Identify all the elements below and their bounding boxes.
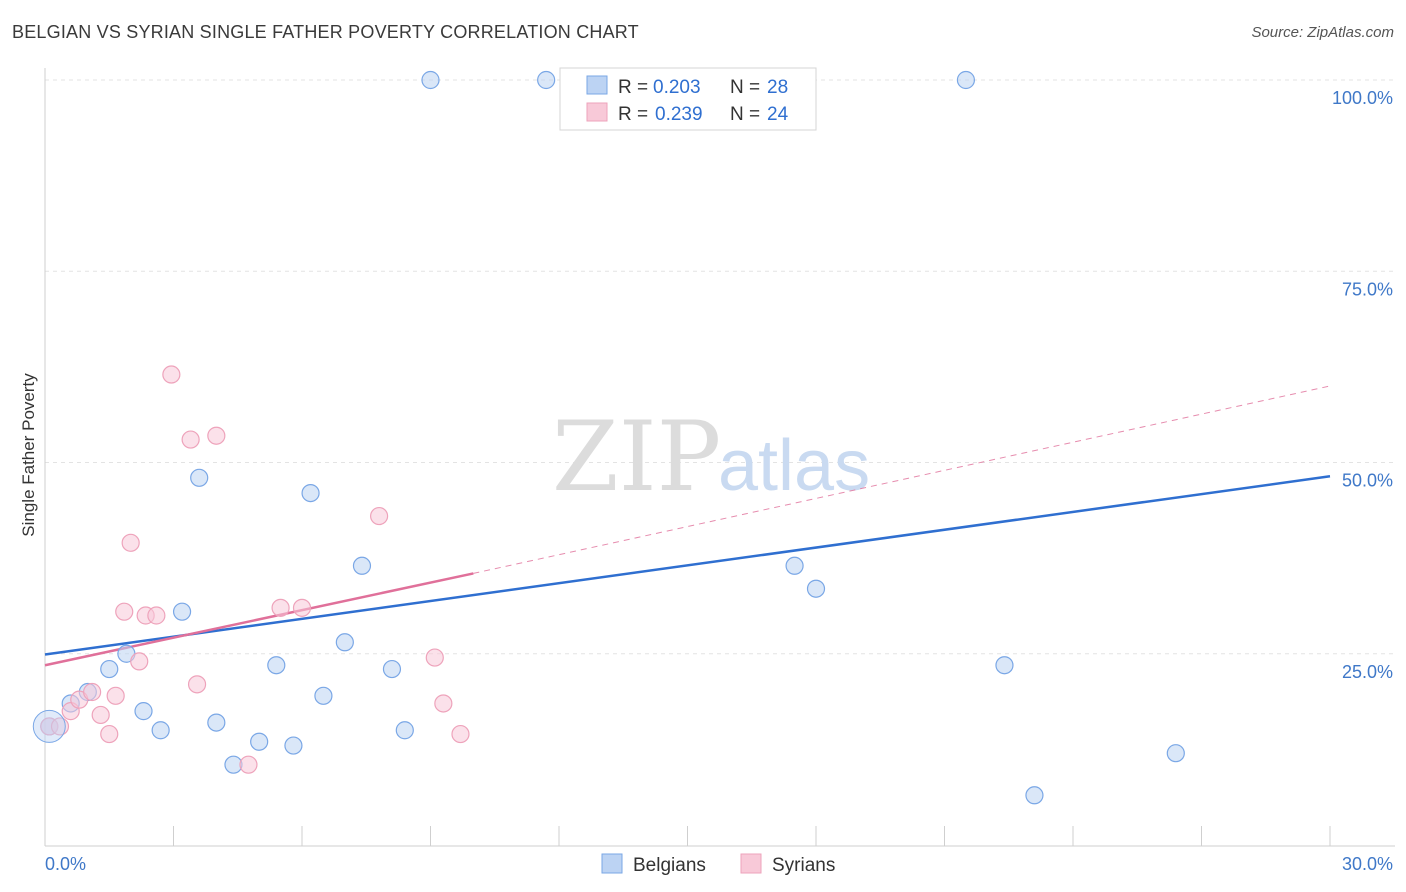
data-point-syrians — [207, 426, 226, 445]
data-point-belgians — [172, 602, 192, 621]
y-tick-labels: 25.0% 50.0% 75.0% 100.0% — [1332, 88, 1393, 682]
trend-lines — [44, 385, 1331, 667]
trend-line-syrians — [44, 572, 474, 667]
data-point-syrians — [100, 724, 119, 744]
data-point-belgians — [785, 556, 804, 575]
data-points — [32, 70, 1185, 805]
data-point-syrians — [434, 694, 453, 713]
data-point-syrians — [271, 598, 290, 617]
y-tick-label: 100.0% — [1332, 88, 1393, 108]
trend-line-belgians — [44, 475, 1331, 656]
data-point-syrians — [292, 598, 312, 617]
data-point-belgians — [267, 656, 286, 675]
chart-source: Source: ZipAtlas.com — [1251, 24, 1394, 41]
data-point-belgians — [335, 633, 354, 652]
watermark-zip: ZIP — [552, 401, 721, 513]
y-axis-label: Single Father Poverty — [19, 373, 38, 537]
series-legend: Belgians Syrians — [601, 853, 835, 876]
x-tick-labels: 0.0% 30.0% — [45, 854, 1393, 874]
y-tick-label: 75.0% — [1342, 279, 1393, 299]
x-tick-label: 0.0% — [45, 854, 86, 874]
data-point-syrians — [370, 506, 389, 526]
data-point-belgians — [314, 686, 333, 705]
watermark: ZIP atlas — [552, 401, 870, 513]
data-point-syrians — [147, 606, 166, 625]
data-point-belgians — [382, 659, 402, 679]
data-point-syrians — [106, 686, 125, 705]
data-point-syrians — [451, 724, 470, 744]
legend-r-label-syrians: R = — [618, 104, 648, 125]
data-point-belgians — [250, 732, 269, 751]
data-point-belgians — [1166, 744, 1185, 763]
data-point-syrians — [239, 755, 258, 774]
trend-extension-syrians — [473, 385, 1331, 574]
data-point-syrians — [181, 430, 200, 449]
data-point-belgians — [352, 556, 372, 575]
legend-r-value-belgians: 0.203 — [653, 77, 701, 98]
y-tick-label: 50.0% — [1342, 471, 1393, 491]
data-point-belgians — [207, 713, 226, 732]
axes — [44, 68, 1395, 847]
data-point-syrians — [121, 533, 140, 552]
data-point-belgians — [537, 70, 556, 90]
legend-n-value-belgians: 28 — [767, 77, 788, 98]
y-tick-label: 25.0% — [1342, 662, 1393, 682]
data-point-belgians — [806, 579, 826, 598]
data-point-syrians — [83, 682, 102, 702]
data-point-belgians — [995, 656, 1014, 675]
data-point-belgians — [956, 70, 976, 90]
chart-title: BELGIAN VS SYRIAN SINGLE FATHER POVERTY … — [12, 22, 639, 42]
data-point-belgians — [284, 736, 303, 755]
grid-lines — [45, 79, 1395, 655]
data-point-syrians — [162, 365, 181, 384]
data-point-belgians — [421, 70, 440, 90]
data-point-belgians — [100, 659, 119, 679]
series-legend-label-belgians: Belgians — [633, 855, 706, 876]
watermark-atlas: atlas — [718, 426, 870, 506]
legend-swatch-syrians — [586, 102, 608, 122]
data-point-syrians — [425, 648, 444, 667]
legend-n-label-syrians: N = — [730, 104, 760, 125]
x-tick-label: 30.0% — [1342, 854, 1393, 874]
legend-n-label-belgians: N = — [730, 77, 760, 98]
series-legend-label-syrians: Syrians — [772, 855, 835, 876]
legend-swatch-belgians — [586, 75, 608, 95]
data-point-belgians — [301, 484, 320, 503]
data-point-syrians — [130, 652, 149, 671]
series-legend-swatch-syrians — [740, 853, 762, 874]
data-point-belgians — [1025, 786, 1044, 805]
data-point-belgians — [395, 721, 414, 740]
data-point-belgians — [134, 702, 153, 721]
legend-r-label-belgians: R = — [618, 77, 648, 98]
data-point-syrians — [115, 602, 134, 621]
data-point-syrians — [187, 675, 207, 694]
stats-legend: R = 0.203 N = 28 R = 0.239 N = 24 — [559, 67, 817, 131]
legend-r-value-syrians: 0.239 — [655, 104, 703, 125]
data-point-syrians — [91, 705, 110, 725]
legend-n-value-syrians: 24 — [767, 104, 789, 125]
data-point-belgians — [190, 468, 209, 487]
data-point-cluster — [32, 709, 66, 743]
series-legend-swatch-belgians — [601, 853, 623, 874]
data-point-belgians — [151, 721, 170, 740]
